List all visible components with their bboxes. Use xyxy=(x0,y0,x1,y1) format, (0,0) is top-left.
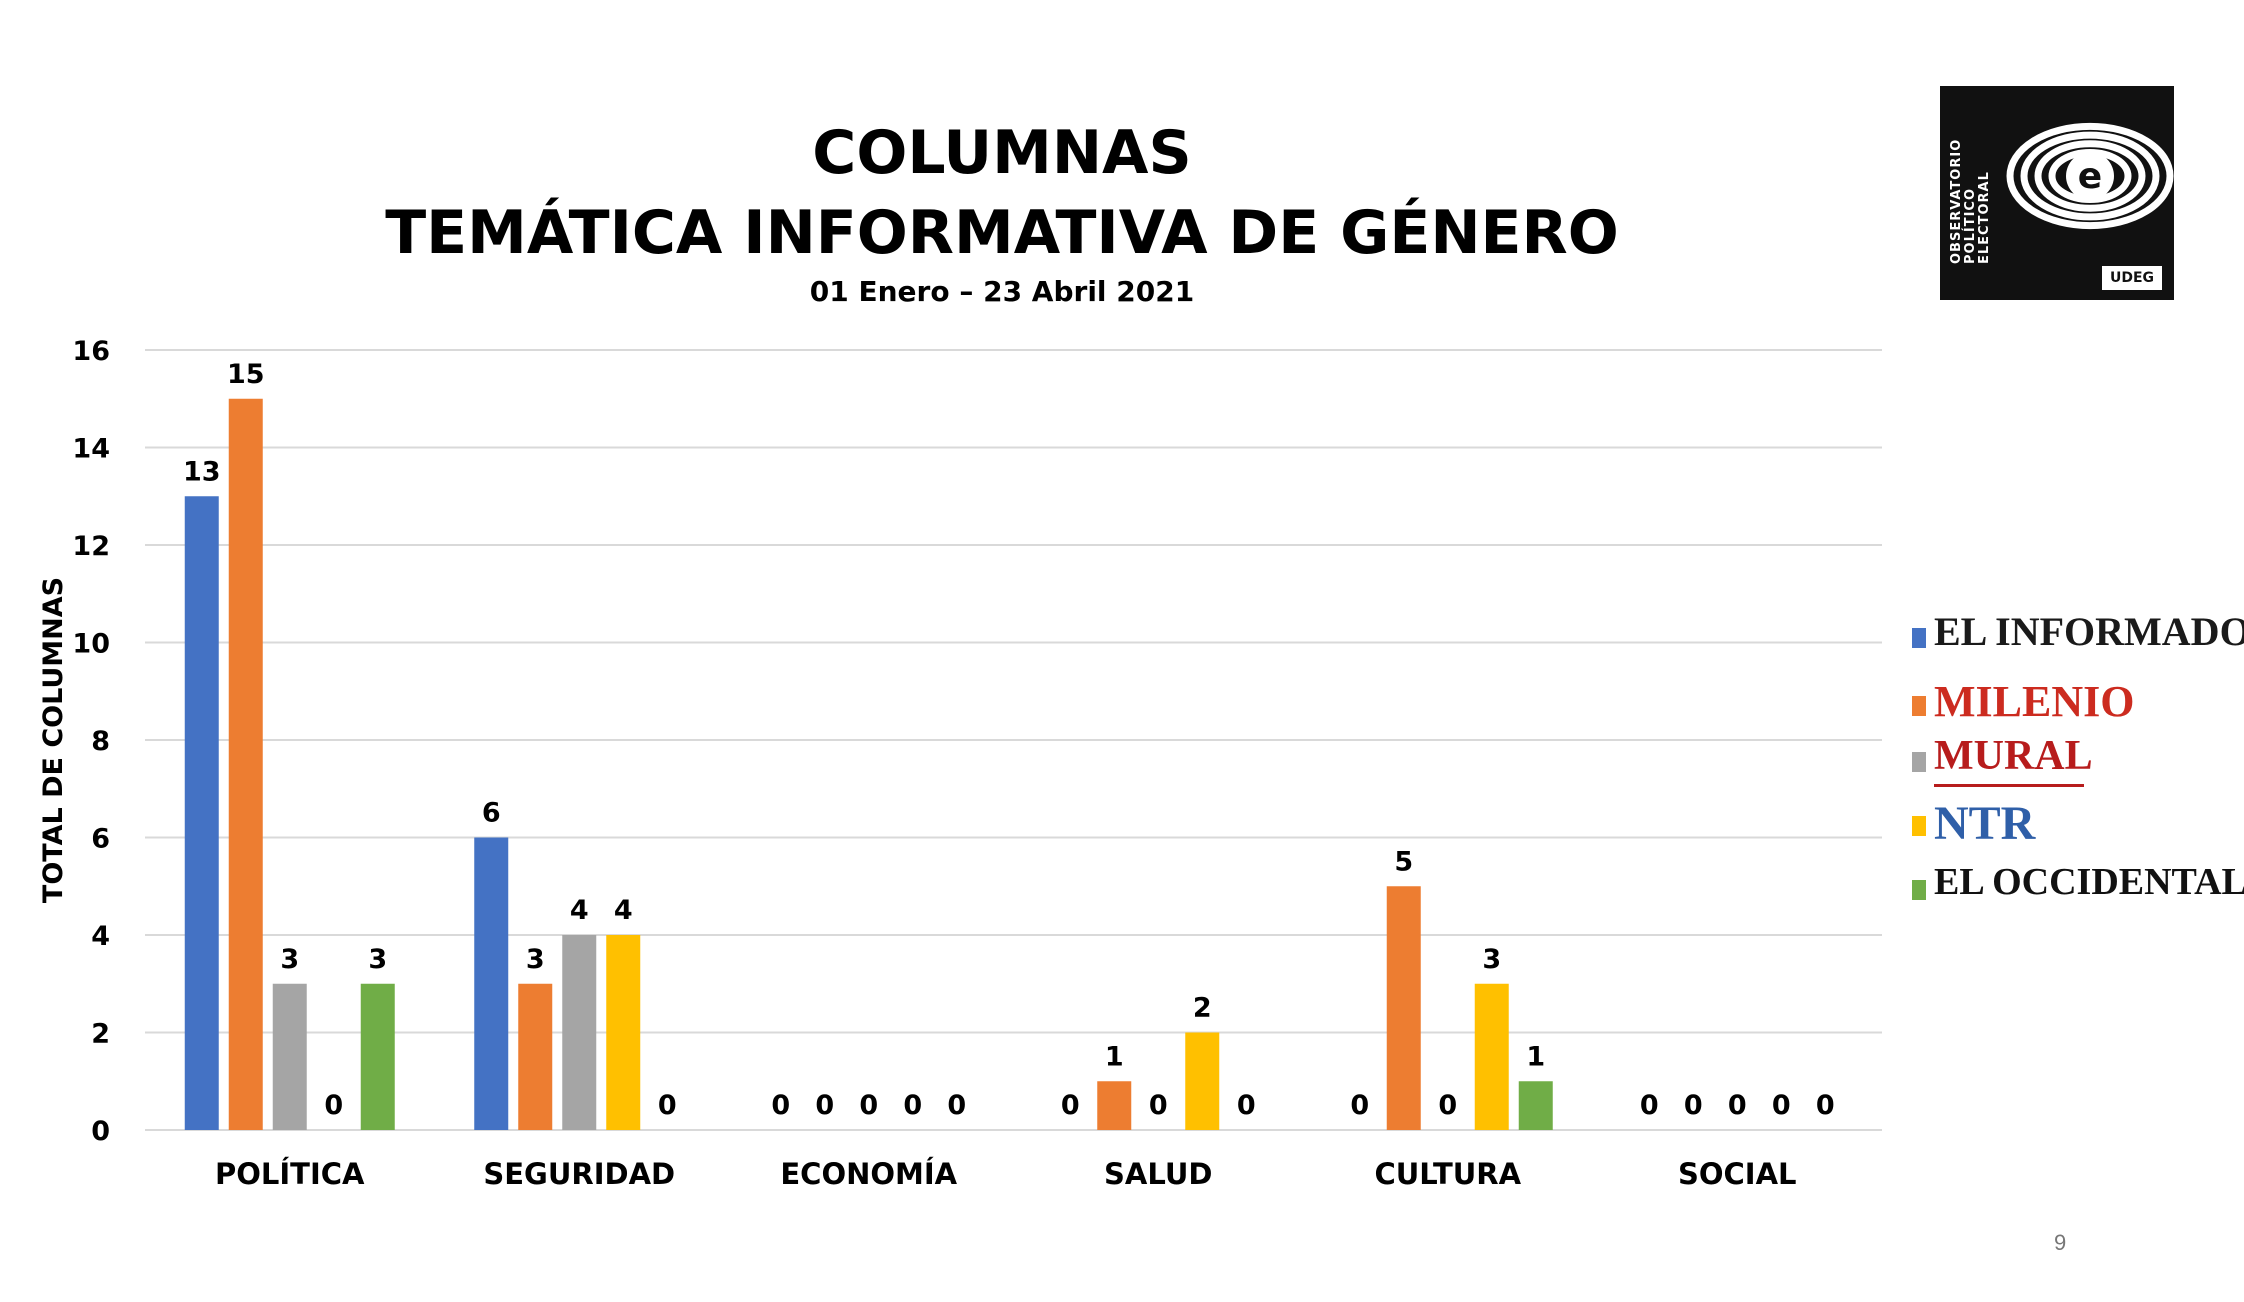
logo-text: OBSERVATORIO POLÍTICO ELECTORAL xyxy=(1949,94,1992,264)
chart-title: COLUMNAS xyxy=(812,118,1192,188)
bar xyxy=(184,496,219,1130)
logo-ring xyxy=(2006,122,2174,230)
category-label: POLÍTICA xyxy=(215,1157,365,1191)
data-label: 0 xyxy=(324,1090,343,1121)
data-label: 3 xyxy=(1482,944,1501,975)
data-label: 13 xyxy=(183,456,221,487)
bar xyxy=(474,837,509,1130)
chart-title-line2: TEMÁTICA INFORMATIVA DE GÉNERO xyxy=(385,198,1619,268)
logo-text-line: POLÍTICO xyxy=(1963,188,1978,264)
y-tick-label: 8 xyxy=(91,726,110,757)
category-label: ECONOMÍA xyxy=(780,1157,957,1191)
data-label: 4 xyxy=(570,895,589,926)
logo-ring xyxy=(2034,140,2146,212)
data-label: 0 xyxy=(1061,1090,1080,1121)
eye-icon: e xyxy=(2006,122,2174,230)
data-label: 0 xyxy=(903,1090,922,1121)
data-label: 0 xyxy=(1237,1090,1256,1121)
data-label: 1 xyxy=(1526,1041,1545,1072)
data-label: 0 xyxy=(771,1090,790,1121)
legend-swatch xyxy=(1912,880,1926,900)
legend-label: NTR xyxy=(1934,797,2036,850)
y-tick-label: 16 xyxy=(72,336,110,367)
y-tick-label: 10 xyxy=(72,629,110,660)
data-label: 0 xyxy=(947,1090,966,1121)
udeg-badge: UDEG xyxy=(2101,266,2162,290)
data-label: 4 xyxy=(614,895,633,926)
data-label: 0 xyxy=(1728,1090,1747,1121)
logo-text-line: ELECTORAL xyxy=(1977,171,1992,264)
y-tick-label: 14 xyxy=(72,434,110,465)
legend-label: EL INFORMADOR xyxy=(1934,609,2244,654)
logo-mark: e xyxy=(2078,156,2102,197)
data-label: 0 xyxy=(1640,1090,1659,1121)
data-label: 0 xyxy=(1438,1090,1457,1121)
y-tick-label: 12 xyxy=(72,531,110,562)
legend-swatch xyxy=(1912,752,1926,772)
data-label: 5 xyxy=(1394,846,1413,877)
data-label: 0 xyxy=(1684,1090,1703,1121)
y-axis-label: TOTAL DE COLUMNAS xyxy=(38,577,69,903)
data-label: 0 xyxy=(1350,1090,1369,1121)
logo-pupil xyxy=(2066,152,2114,200)
category-label: SOCIAL xyxy=(1678,1157,1797,1191)
bar xyxy=(1386,886,1421,1130)
y-tick-label: 4 xyxy=(91,921,110,952)
category-label: SEGURIDAD xyxy=(483,1157,675,1191)
chart-subtitle: 01 Enero – 23 Abril 2021 xyxy=(809,275,1195,308)
data-label: 6 xyxy=(482,798,501,829)
data-label: 3 xyxy=(526,944,545,975)
category-label: SALUD xyxy=(1104,1157,1212,1191)
data-label: 0 xyxy=(1772,1090,1791,1121)
logo-text-line: OBSERVATORIO xyxy=(1949,138,1964,264)
page-number: 9 xyxy=(2054,1230,2067,1255)
observatorio-logo: e OBSERVATORIO POLÍTICO ELECTORAL UDEG xyxy=(1940,86,2174,300)
data-label: 0 xyxy=(1149,1090,1168,1121)
data-label: 0 xyxy=(1816,1090,1835,1121)
bar xyxy=(228,398,263,1130)
legend-underline xyxy=(1934,784,2084,787)
legend-swatch xyxy=(1912,628,1926,648)
bar xyxy=(1518,1081,1553,1130)
data-label: 2 xyxy=(1193,993,1212,1024)
legend-swatch xyxy=(1912,696,1926,716)
legend-label: MILENIO xyxy=(1934,677,2135,726)
y-tick-label: 0 xyxy=(91,1116,110,1147)
bar xyxy=(1185,1032,1220,1130)
data-label: 0 xyxy=(859,1090,878,1121)
bar xyxy=(518,983,553,1130)
logo-ring xyxy=(2020,131,2160,221)
data-label: 0 xyxy=(815,1090,834,1121)
y-tick-label: 2 xyxy=(91,1019,110,1050)
data-label: 1 xyxy=(1105,1041,1124,1072)
bar xyxy=(606,935,641,1130)
legend-label: EL OCCIDENTAL xyxy=(1934,861,2244,903)
data-label: 3 xyxy=(368,944,387,975)
category-label: CULTURA xyxy=(1374,1157,1521,1191)
bar xyxy=(1474,983,1509,1130)
bar xyxy=(1097,1081,1132,1130)
legend-label: MURAL xyxy=(1934,733,2093,779)
bar xyxy=(562,935,597,1130)
data-label: 3 xyxy=(280,944,299,975)
data-label: 15 xyxy=(227,359,265,390)
bar xyxy=(272,983,307,1130)
y-tick-label: 6 xyxy=(91,824,110,855)
legend-swatch xyxy=(1912,816,1926,836)
bar xyxy=(360,983,395,1130)
data-label: 0 xyxy=(658,1090,677,1121)
